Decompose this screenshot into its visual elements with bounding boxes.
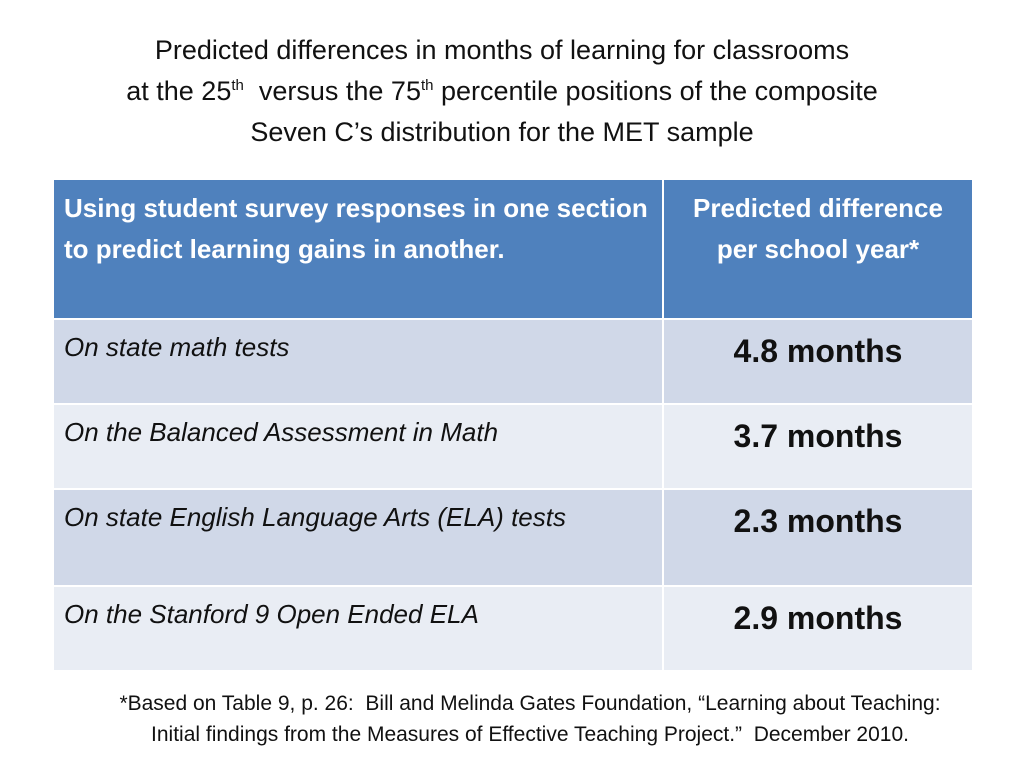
row-value-stanford-9: 2.9 months: [662, 585, 974, 672]
row-value-balanced-assessment: 3.7 months: [662, 403, 974, 490]
table-row: On the Stanford 9 Open Ended ELA 2.9 mon…: [52, 585, 974, 672]
table-header-row: Using student survey responses in one se…: [52, 178, 974, 320]
footnote-line-2: Initial findings from the Measures of Ef…: [151, 723, 909, 746]
row-value-state-ela: 2.3 months: [662, 488, 974, 587]
row-label-balanced-assessment: On the Balanced Assessment in Math: [52, 403, 664, 490]
title-line-3: Seven C’s distribution for the MET sampl…: [250, 117, 754, 147]
title-superscript-75th: th: [420, 77, 434, 94]
row-value-state-math: 4.8 months: [662, 318, 974, 405]
slide-title: Predicted differences in months of learn…: [0, 30, 1004, 153]
row-label-state-math: On state math tests: [52, 318, 664, 405]
footnote-line-1: *Based on Table 9, p. 26: Bill and Melin…: [119, 692, 941, 715]
title-line-2-part-3: percentile positions of the composite: [433, 76, 878, 106]
title-line-2-part-1: at the 25: [126, 76, 232, 106]
title-line-2-part-2: versus the 75: [243, 76, 421, 106]
table-row: On the Balanced Assessment in Math 3.7 m…: [52, 403, 974, 490]
header-predicted-difference: Predicted difference per school year*: [662, 178, 974, 320]
title-line-1: Predicted differences in months of learn…: [154, 35, 850, 65]
results-table: Using student survey responses in one se…: [52, 178, 974, 672]
table-row: On state English Language Arts (ELA) tes…: [52, 488, 974, 587]
header-survey-responses: Using student survey responses in one se…: [52, 178, 664, 320]
title-line-2: at the 25th versus the 75th percentile p…: [0, 71, 1004, 112]
row-label-stanford-9: On the Stanford 9 Open Ended ELA: [52, 585, 664, 672]
footnote: *Based on Table 9, p. 26: Bill and Melin…: [0, 688, 1024, 750]
row-label-state-ela: On state English Language Arts (ELA) tes…: [52, 488, 664, 587]
title-superscript-25th: th: [231, 77, 244, 94]
table-row: On state math tests 4.8 months: [52, 318, 974, 405]
